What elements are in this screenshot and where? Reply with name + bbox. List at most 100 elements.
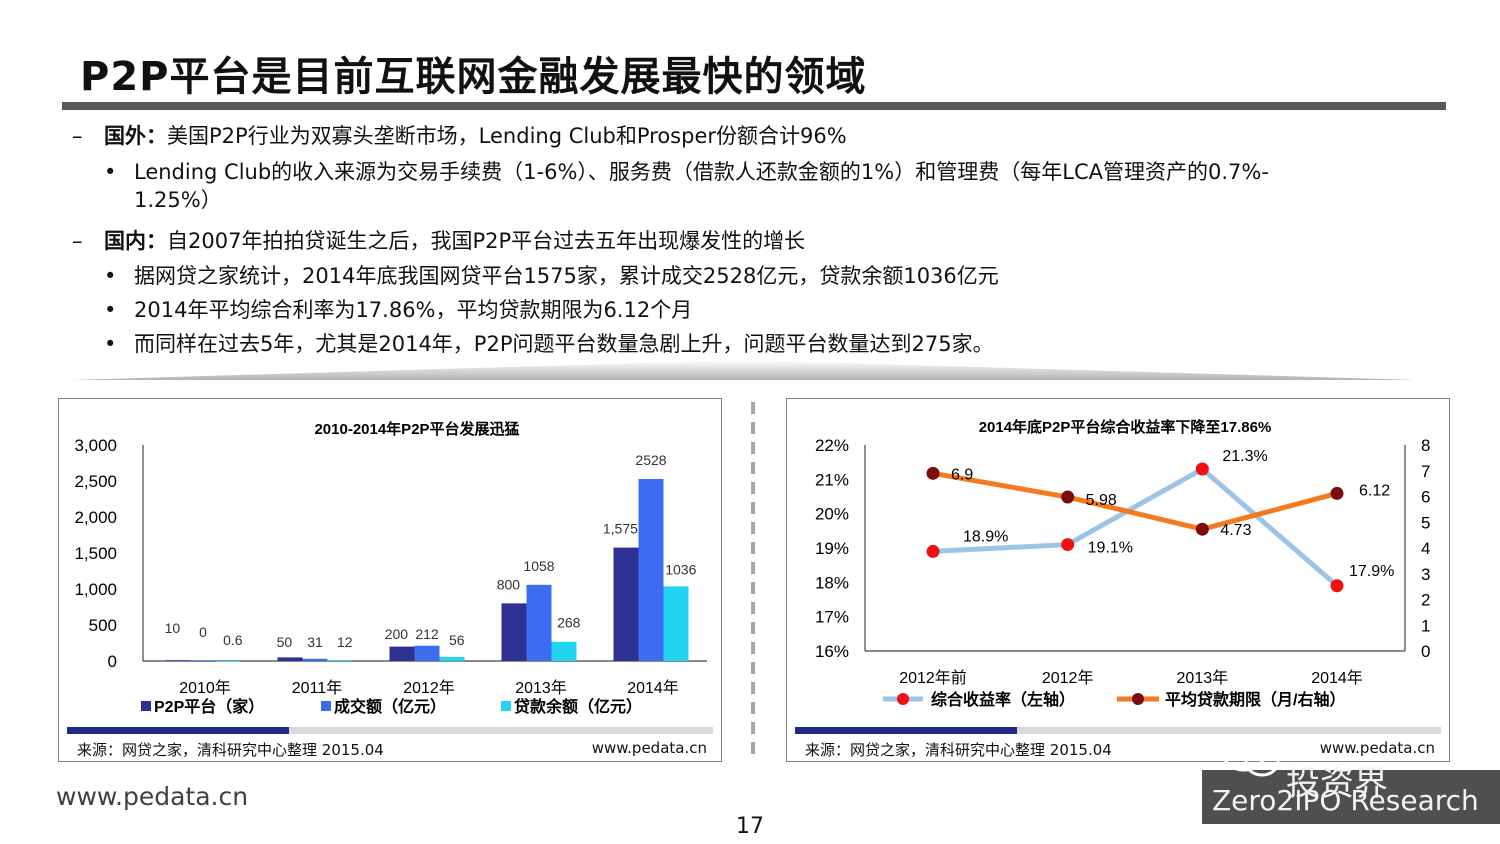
- x-tick-label: 2011年: [292, 679, 342, 697]
- source-url: www.pedata.cn: [591, 739, 707, 757]
- bullet-text: 而同样在过去5年，尤其是2014年，P2P问题平台数量急剧上升，问题平台数量达到…: [134, 332, 994, 356]
- watermark-cn: 投资界: [1286, 764, 1388, 804]
- point-term: [1061, 490, 1075, 504]
- data-label: 18.9%: [963, 528, 1008, 545]
- y-left-tick-label: 20%: [815, 505, 849, 524]
- bullet-stats: • 据网贷之家统计，2014年底我国网贷平台1575家，累计成交2528亿元，贷款…: [104, 260, 999, 290]
- legend-swatch: [141, 701, 151, 711]
- bullet-text: Lending Club的收入来源为交易手续费（1-6%）、服务费（借款人还款金…: [134, 160, 1269, 184]
- data-label: 4.73: [1220, 522, 1251, 539]
- y-left-tick-label: 18%: [815, 573, 849, 592]
- point-yield: [1195, 462, 1209, 476]
- data-label: 12: [337, 634, 353, 650]
- y-tick-label: 1,500: [74, 544, 117, 563]
- bar-volume: [302, 658, 328, 661]
- data-label: 10: [165, 620, 181, 636]
- y-right-tick-label: 4: [1421, 539, 1430, 558]
- x-tick-label: 2010年: [179, 679, 231, 697]
- data-label: 268: [557, 615, 581, 631]
- point-term: [1330, 486, 1344, 500]
- y-right-tick-label: 2: [1421, 591, 1430, 610]
- source-url: www.pedata.cn: [1319, 739, 1435, 757]
- y-left-tick-label: 19%: [815, 539, 849, 558]
- chart-title: 2010-2014年P2P平台发展迅猛: [314, 420, 519, 438]
- data-label: 21.3%: [1222, 448, 1267, 465]
- data-label: 56: [449, 632, 465, 648]
- data-label: 17.9%: [1349, 563, 1394, 580]
- y-left-tick-label: 22%: [815, 436, 849, 455]
- y-left-tick-label: 17%: [815, 608, 849, 627]
- bullet-problem: • 而同样在过去5年，尤其是2014年，P2P问题平台数量急剧上升，问题平台数量达…: [104, 328, 994, 358]
- y-right-tick-label: 3: [1421, 565, 1430, 584]
- bullet-dot: •: [104, 264, 117, 288]
- y-right-tick-label: 1: [1421, 616, 1430, 635]
- line-chart-panel: 2014年底P2P平台综合收益率下降至17.86% 16% 17% 18% 19% 20%…: [786, 398, 1450, 762]
- bullet-dash: –: [72, 229, 83, 253]
- panel-footer-bar: [795, 727, 1441, 734]
- y-tick-label: 1,000: [74, 580, 117, 599]
- data-label: 200: [385, 626, 409, 642]
- bullet-text: 美国P2P行业为双寡头垄断市场，Lending Club和Prosper份额合计…: [167, 124, 847, 148]
- point-yield: [1061, 538, 1075, 552]
- bullet-lending-club: • Lending Club的收入来源为交易手续费（1-6%）、服务费（借款人还款…: [104, 156, 1269, 186]
- series-line-term: [932, 470, 1338, 532]
- legend-marker-yield: [897, 693, 909, 705]
- point-yield: [1330, 579, 1344, 593]
- bar-volume: [414, 645, 440, 661]
- data-label: 50: [277, 634, 293, 650]
- data-label: 0: [199, 624, 207, 640]
- data-label: 6.9: [951, 466, 973, 483]
- legend-swatch: [501, 701, 511, 711]
- x-tick-label: 2014年: [627, 679, 679, 697]
- y-right-tick-label: 0: [1421, 642, 1430, 661]
- bullet-foreign: – 国外：美国P2P行业为双寡头垄断市场，Lending Club和Prosper…: [72, 120, 847, 150]
- source-note: 来源：网贷之家，清科研究中心整理 2015.04: [77, 741, 384, 759]
- data-label: 212: [415, 626, 439, 642]
- bullet-text: 据网贷之家统计，2014年底我国网贷平台1575家，累计成交2528亿元，贷款余…: [134, 264, 999, 288]
- source-note: 来源：网贷之家，清科研究中心整理 2015.04: [805, 741, 1112, 759]
- wechat-icon: [1222, 736, 1280, 777]
- point-term: [1195, 522, 1209, 536]
- series-line-yield: [932, 465, 1339, 588]
- bar-chart: 2010-2014年P2P平台发展迅猛 0 50 0 1,000 1,500 2,000 2,…: [74, 420, 707, 716]
- x-tick-label: 2013年: [515, 679, 567, 697]
- bar-balance: [327, 660, 353, 661]
- bar-p2p: [613, 547, 639, 661]
- section-divider: [72, 360, 1416, 380]
- data-label: 0.6: [223, 632, 243, 648]
- title-rule: [62, 102, 1446, 110]
- bullet-dash: –: [72, 124, 83, 148]
- bar-p2p: [165, 660, 191, 662]
- bullet-dot: •: [104, 160, 117, 184]
- y-tick-label: 2,500: [74, 472, 117, 491]
- watermark-en: Zero2IPO Research: [1212, 784, 1479, 817]
- y-tick-label: 0: [108, 652, 117, 671]
- data-label: 1,575: [603, 521, 638, 537]
- bar-balance: [551, 641, 577, 661]
- x-tick-label: 2014年: [1311, 669, 1363, 687]
- bar-p2p: [277, 657, 303, 661]
- y-left-tick-label: 16%: [815, 642, 849, 661]
- data-label: 6.12: [1359, 482, 1390, 499]
- watermark: 投资界 Zero2IPO Research: [1202, 736, 1500, 824]
- point-yield: [926, 544, 940, 558]
- bar-p2p: [389, 646, 415, 661]
- bullet-dot: •: [104, 298, 117, 322]
- bar-volume: [190, 661, 216, 662]
- y-tick-label: 3,000: [74, 436, 117, 455]
- x-tick-label: 2012年: [403, 679, 455, 697]
- x-tick-label: 2013年: [1177, 669, 1229, 687]
- legend-swatch: [321, 701, 331, 711]
- legend-label: 成交额（亿元）: [334, 697, 446, 716]
- bar-volume: [638, 478, 664, 661]
- bar-balance: [439, 656, 465, 661]
- y-tick-label: 2,000: [74, 508, 117, 527]
- data-label: 800: [497, 576, 521, 592]
- data-label: 1036: [665, 561, 696, 577]
- bullet-lead: 国外：: [104, 124, 167, 148]
- y-right-tick-label: 7: [1421, 462, 1430, 481]
- page-number: 17: [736, 814, 764, 839]
- site-url: www.pedata.cn: [56, 782, 249, 811]
- data-label: 19.1%: [1088, 540, 1133, 557]
- legend-label: 综合收益率（左轴）: [931, 690, 1075, 709]
